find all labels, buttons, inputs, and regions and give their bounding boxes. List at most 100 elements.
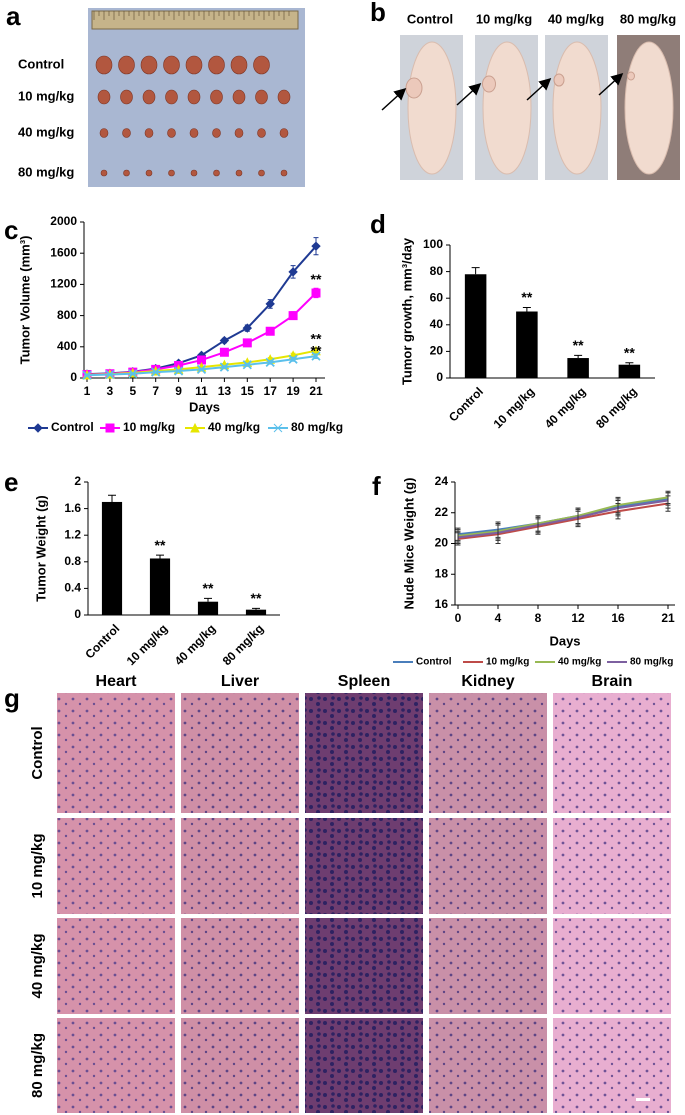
x-tick-label: 19 [286, 384, 300, 398]
histology-tile [57, 693, 175, 813]
y-tick-label: 20 [435, 536, 449, 550]
marker [242, 360, 252, 370]
y-tick-label: 2000 [50, 214, 77, 228]
bar [567, 358, 589, 378]
legend-label: 40 mg/kg [208, 420, 260, 434]
marker [288, 354, 298, 364]
error-bar [522, 307, 531, 312]
x-tick-label: 21 [309, 384, 323, 398]
x-tick-label: 0 [455, 611, 462, 625]
row-label: 10 mg/kg [18, 88, 74, 103]
x-tick-label: 15 [241, 384, 255, 398]
arrow [381, 87, 407, 111]
series-line [457, 497, 669, 536]
column-label: 10 mg/kg [476, 11, 532, 26]
error-bar [615, 499, 621, 517]
marker [311, 288, 321, 298]
error-bar [625, 362, 634, 365]
y-tick-label: 0 [436, 370, 443, 384]
series-line [457, 499, 669, 539]
tumor [142, 89, 156, 105]
tumor [97, 89, 111, 105]
tumor [213, 169, 220, 177]
marker [242, 338, 252, 348]
tumor [95, 55, 113, 75]
histology-tile [429, 918, 547, 1014]
histology-tile [57, 918, 175, 1014]
legend-label: 10 mg/kg [486, 657, 529, 668]
y-tick-label: 0 [70, 370, 77, 384]
tumor [277, 89, 291, 105]
marker [197, 355, 206, 365]
column-label: Kidney [461, 673, 514, 690]
y-tick-label: 16 [435, 597, 449, 611]
y-tick-label: 22 [435, 505, 449, 519]
x-axis-label: Days [189, 399, 220, 414]
significance: ** [203, 580, 214, 596]
tumor [163, 55, 180, 75]
histology-tile [305, 918, 423, 1014]
significance: ** [311, 331, 322, 347]
x-tick-label: 7 [152, 384, 159, 398]
y-tick-label: 20 [430, 344, 444, 358]
marker [219, 335, 230, 346]
y-tick-label: 80 [430, 264, 444, 278]
marker [242, 323, 253, 333]
significance: ** [155, 537, 166, 553]
marker [311, 241, 321, 251]
error-bar [535, 516, 541, 534]
x-tick-label: 12 [571, 611, 585, 625]
error-bar [455, 530, 461, 544]
y-axis-label: Tumor Weight (g) [33, 495, 48, 601]
y-tick-label: 1200 [50, 277, 77, 291]
histology-tile [181, 818, 299, 914]
tumor [118, 55, 135, 75]
tumor [212, 128, 221, 138]
histology-tile [57, 818, 175, 914]
x-tick-label: 80 mg/kg [593, 384, 640, 431]
x-tick-label: 9 [175, 384, 182, 398]
series-line [457, 496, 669, 537]
mouse-photos [381, 35, 680, 180]
panel-label: c [4, 215, 18, 245]
legend-marker [190, 422, 200, 433]
tumor [627, 71, 635, 81]
marker [151, 367, 161, 377]
histology-tile [181, 918, 299, 1014]
y-tick-label: 0.8 [64, 554, 81, 568]
row-label: Control [29, 726, 46, 779]
row-label: 80 mg/kg [29, 1033, 46, 1098]
marker [265, 326, 275, 336]
y-axis-label: Tumor Volume (mm³) [17, 236, 32, 365]
photo-content [93, 11, 291, 177]
row-label: Control [18, 56, 64, 71]
tumor [168, 169, 175, 177]
significance: ** [311, 271, 322, 287]
tumor [255, 89, 268, 105]
x-tick-label: 10 mg/kg [491, 384, 538, 431]
y-tick-label: 18 [435, 566, 449, 580]
panel-label: b [370, 0, 386, 27]
y-axis-label: Tumor growth, mm³/day [399, 237, 414, 385]
panel-label: g [4, 683, 20, 713]
histology-tile [429, 818, 547, 914]
arrow [598, 72, 624, 96]
x-tick-label: 5 [129, 384, 136, 398]
column-label: Spleen [338, 673, 390, 690]
tumor [553, 73, 565, 87]
tumor [230, 55, 248, 75]
tumor [253, 55, 270, 75]
column-label: 80 mg/kg [620, 11, 676, 26]
marker [265, 299, 275, 309]
y-tick-label: 24 [435, 474, 449, 488]
marker [173, 366, 184, 376]
bar [516, 311, 538, 378]
x-tick-label: Control [446, 384, 486, 424]
marker [219, 347, 229, 357]
x-tick-label: 17 [264, 384, 278, 398]
y-tick-label: 0.4 [64, 581, 81, 595]
row-label: 40 mg/kg [18, 124, 74, 139]
bar [149, 558, 171, 615]
histology-tile [429, 1018, 547, 1113]
